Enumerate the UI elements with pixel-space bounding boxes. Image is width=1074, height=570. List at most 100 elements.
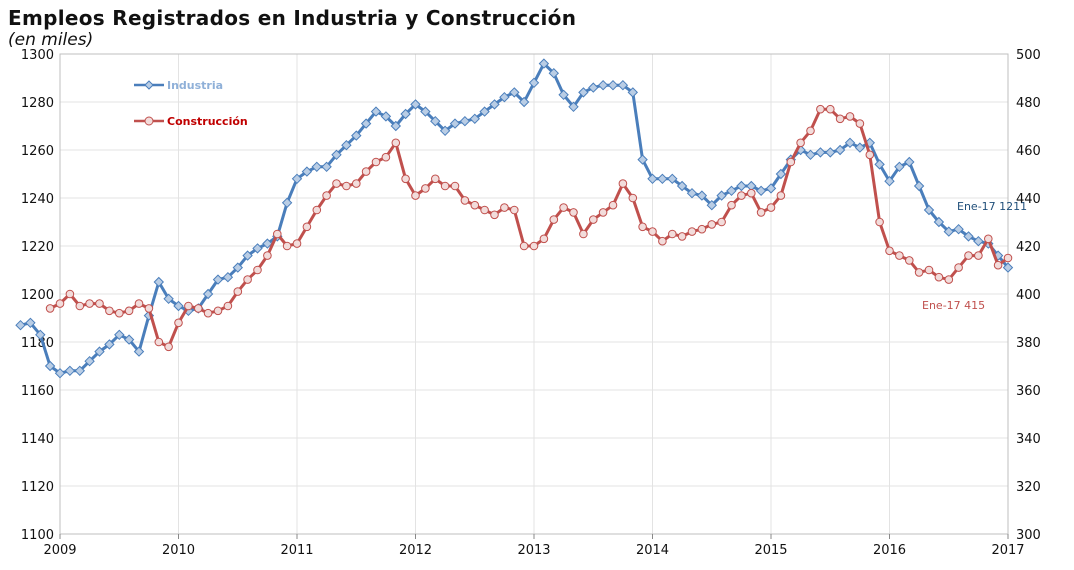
- data-point-industria: [943, 226, 955, 237]
- data-point-industria: [360, 118, 372, 129]
- data-point-construccion: [796, 138, 805, 148]
- data-point-industria: [410, 99, 421, 110]
- data-point-industria: [657, 173, 668, 185]
- data-point-industria: [617, 79, 629, 91]
- data-point-industria: [736, 180, 747, 192]
- data-point-industria: [854, 142, 866, 153]
- y-left-tick-label: 1100: [21, 528, 54, 543]
- data-point-construccion: [75, 301, 85, 311]
- y-left-tick-label: 1180: [21, 336, 54, 351]
- data-point-construccion: [213, 306, 223, 316]
- data-point-construccion: [253, 265, 262, 275]
- data-point-construccion: [559, 203, 568, 212]
- data-point-industria: [518, 96, 530, 108]
- data-point-construccion: [747, 188, 756, 198]
- data-point-construccion: [401, 174, 410, 184]
- data-point-industria: [676, 180, 688, 192]
- data-point-industria: [667, 173, 678, 185]
- data-point-construccion: [312, 205, 322, 215]
- data-point-construccion: [322, 191, 331, 200]
- data-point-construccion: [510, 205, 519, 215]
- data-point-industria: [637, 154, 648, 165]
- data-point-construccion: [55, 299, 65, 308]
- data-point-industria: [153, 276, 165, 288]
- data-point-industria: [716, 190, 727, 201]
- data-point-industria: [686, 187, 698, 199]
- y-right-tick-label: 420: [1016, 240, 1041, 255]
- data-point-industria: [607, 79, 619, 91]
- data-point-construccion: [302, 222, 312, 232]
- data-point-construccion: [282, 241, 292, 251]
- data-point-construccion: [677, 232, 687, 241]
- x-tick-label: 2011: [280, 543, 313, 558]
- data-point-construccion: [964, 251, 973, 260]
- data-point-industria: [44, 360, 56, 372]
- y-left-tick-label: 1200: [21, 288, 54, 303]
- data-point-industria: [84, 355, 95, 367]
- data-point-industria: [558, 89, 569, 101]
- data-point-construccion: [569, 208, 578, 217]
- data-point-industria: [469, 113, 481, 125]
- data-point-industria: [844, 137, 856, 149]
- data-point-industria: [588, 82, 599, 93]
- data-point-construccion: [914, 268, 924, 277]
- legend: Industria Construcción: [134, 79, 248, 128]
- data-point-construccion: [934, 272, 944, 282]
- data-point-construccion: [203, 308, 213, 318]
- data-point-construccion: [490, 210, 499, 220]
- data-point-construccion: [233, 287, 243, 296]
- x-tick-label: 2012: [399, 543, 432, 558]
- data-point-industria: [173, 300, 184, 312]
- y-right-tick-label: 300: [1016, 528, 1041, 543]
- y-axis-left: 1100 1120 1140 1160 1180 1200 1220 1240 1260 1280…: [21, 48, 54, 543]
- data-point-industria: [202, 288, 214, 300]
- data-point-industria: [597, 79, 609, 91]
- data-point-industria: [420, 106, 431, 117]
- data-point-construccion: [579, 229, 588, 239]
- data-point-construccion: [263, 251, 272, 260]
- data-point-construccion: [292, 239, 302, 248]
- x-axis: 2009 2010 2011 2012 2013 2014 2015 2016 2017: [43, 534, 1025, 558]
- data-point-construccion: [480, 205, 489, 215]
- data-point-construccion: [826, 104, 835, 114]
- y-left-tick-label: 1240: [21, 192, 54, 207]
- y-left-tick-label: 1280: [21, 96, 54, 111]
- data-point-industria: [380, 111, 392, 122]
- chart-subtitle: (en miles): [8, 30, 94, 50]
- data-point-construccion: [776, 191, 786, 200]
- y-right-tick-label: 440: [1016, 192, 1041, 207]
- data-point-construccion: [184, 301, 193, 311]
- data-point-construccion: [737, 191, 746, 200]
- data-point-construccion: [352, 179, 361, 188]
- x-tick-label: 2014: [636, 543, 669, 558]
- data-point-construccion: [993, 260, 1003, 270]
- data-point-industria: [726, 185, 737, 197]
- data-point-industria: [696, 190, 708, 201]
- data-point-construccion: [855, 119, 865, 128]
- y-right-tick-label: 360: [1016, 384, 1041, 399]
- series-industria: [15, 58, 1014, 379]
- data-point-construccion: [648, 227, 657, 236]
- data-point-construccion: [924, 265, 934, 275]
- data-point-construccion: [875, 217, 884, 227]
- data-point-industria: [390, 120, 402, 132]
- data-point-industria: [64, 365, 76, 377]
- data-point-industria: [647, 173, 658, 185]
- data-point-construccion: [440, 181, 450, 191]
- data-point-industria: [568, 101, 579, 113]
- data-point-construccion: [371, 157, 381, 167]
- data-point-industria: [281, 197, 293, 209]
- x-tick-label: 2016: [873, 543, 906, 558]
- data-point-industria: [370, 106, 382, 117]
- y-left-tick-label: 1300: [21, 48, 54, 63]
- data-point-industria: [834, 144, 846, 156]
- data-point-construccion: [598, 208, 608, 217]
- x-tick-label: 2015: [754, 543, 787, 558]
- data-point-industria: [449, 118, 461, 129]
- data-point-construccion: [65, 289, 75, 299]
- data-point-construccion: [332, 179, 341, 188]
- data-point-industria: [123, 334, 135, 345]
- legend-label-industria: Industria: [167, 79, 223, 92]
- data-point-construccion: [391, 138, 401, 148]
